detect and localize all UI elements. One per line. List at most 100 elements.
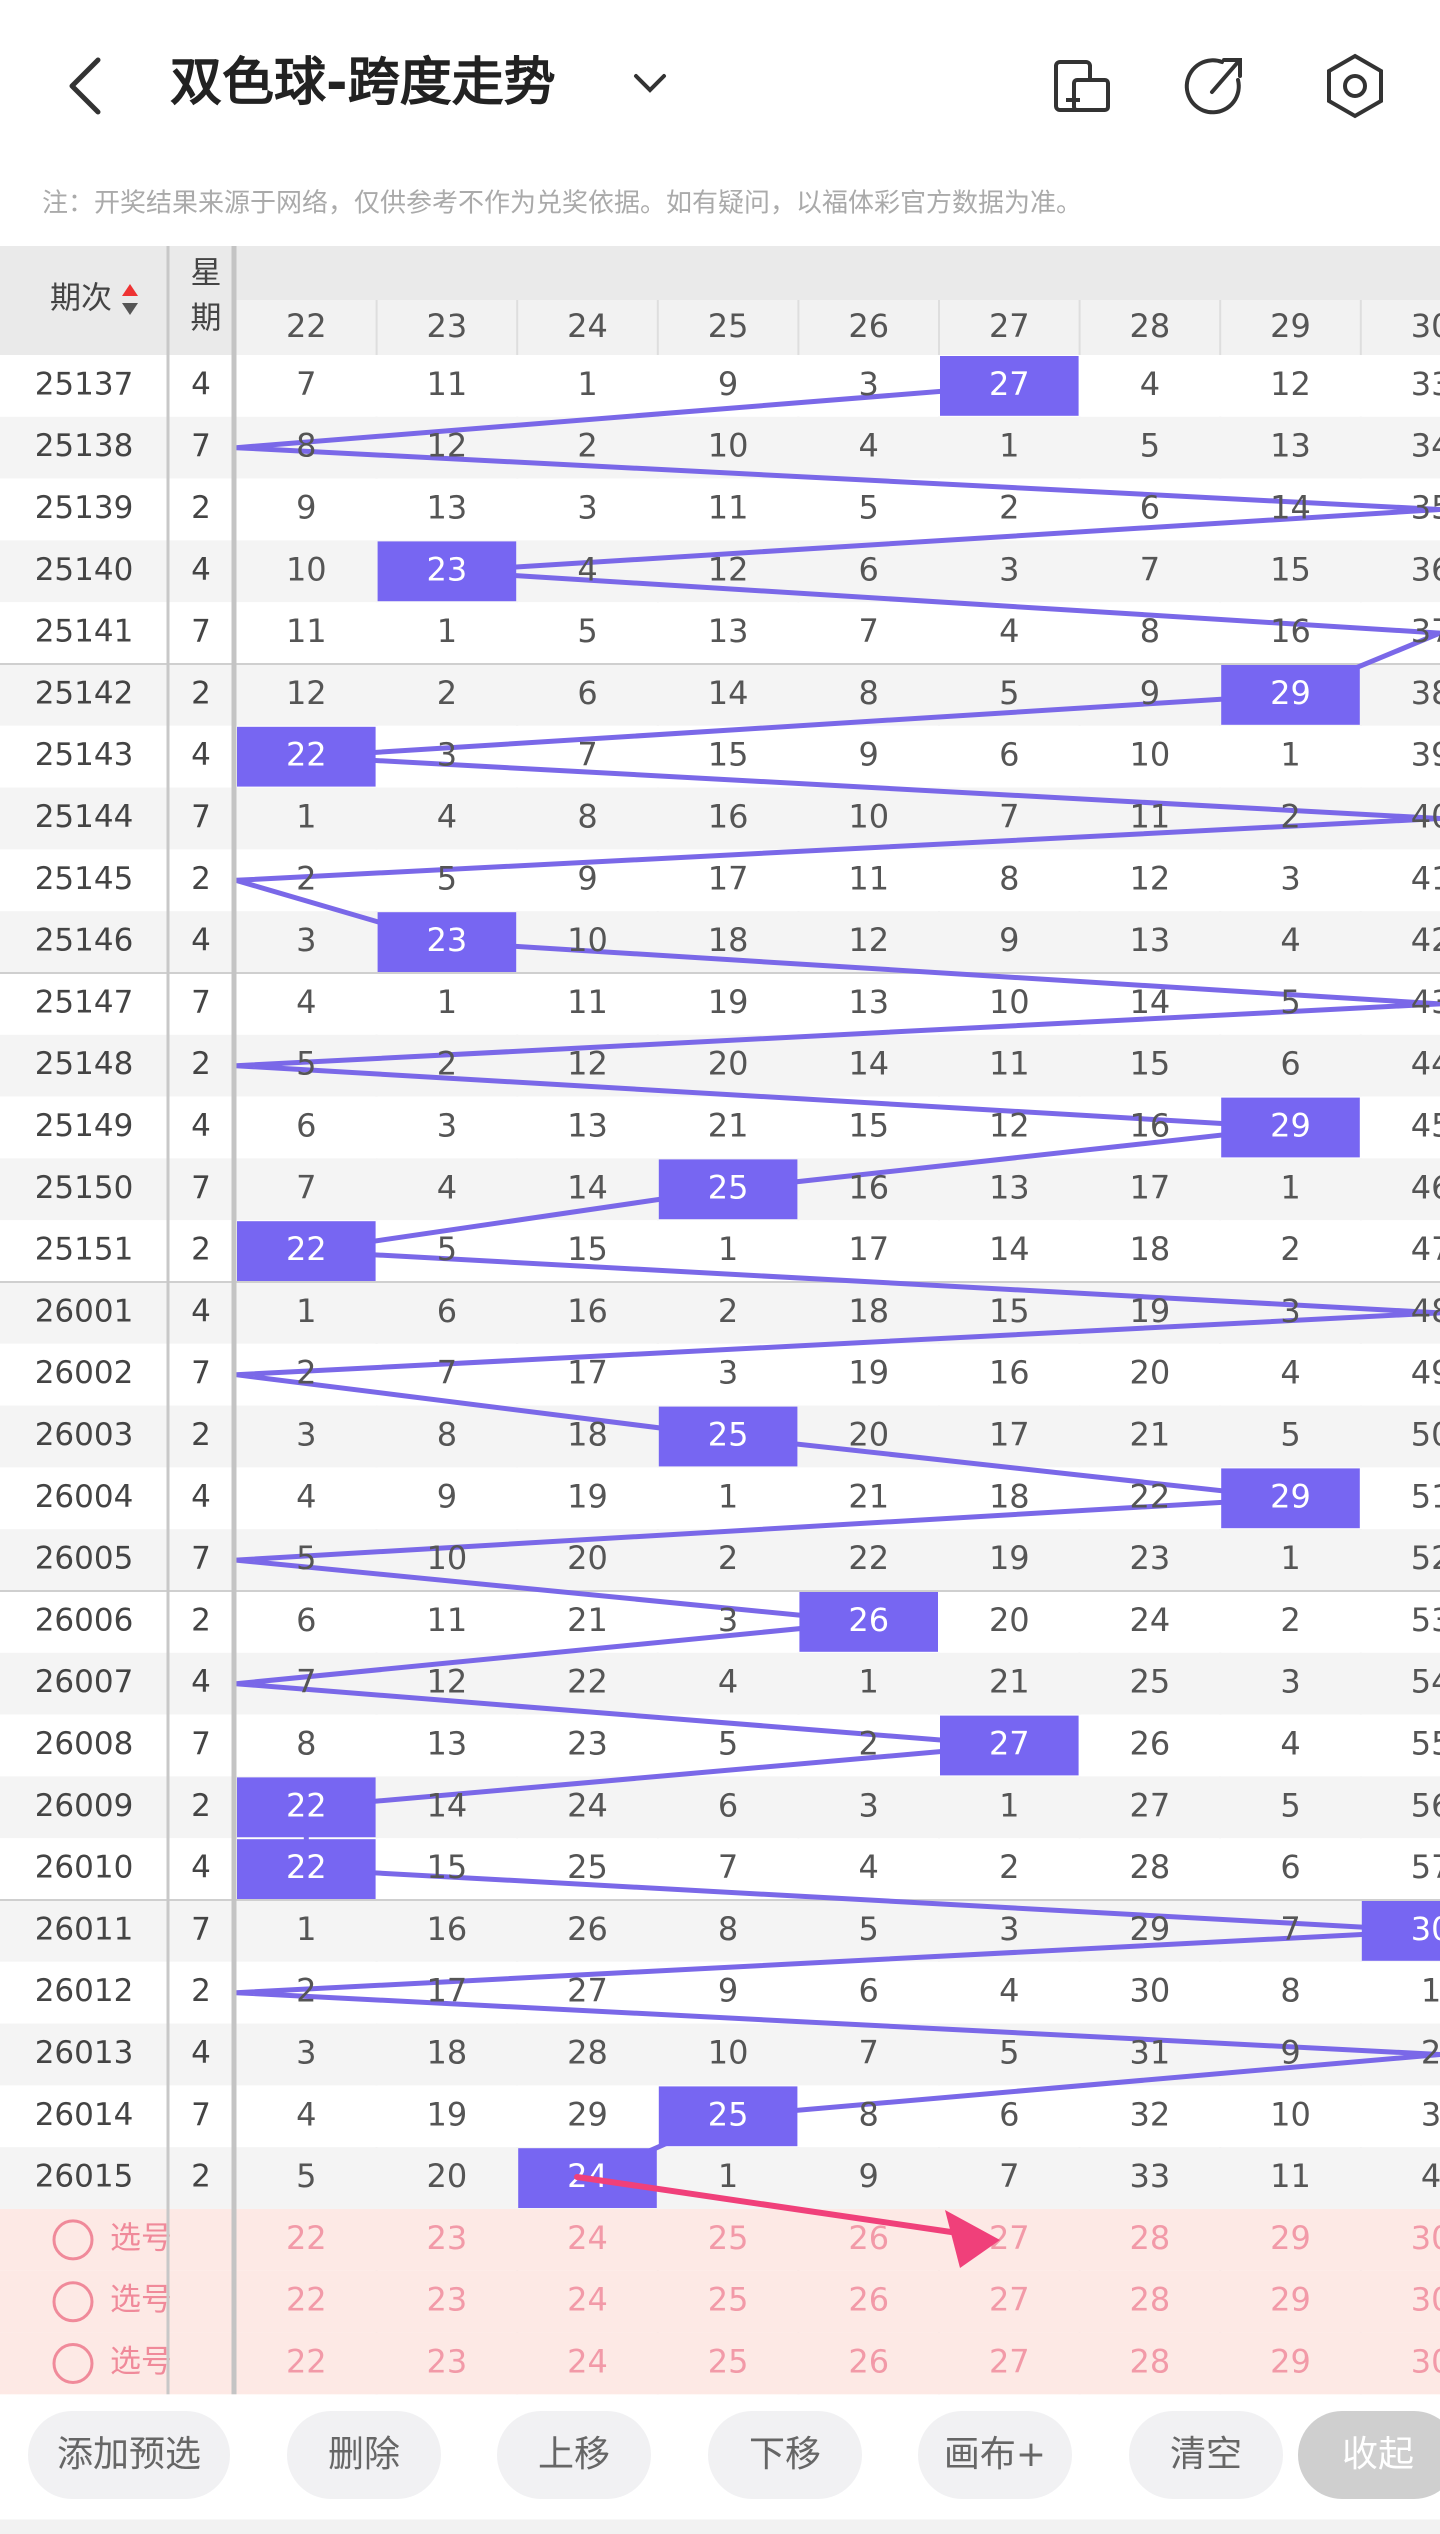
pick-radio[interactable] — [52, 2281, 94, 2323]
pick-number[interactable]: 26 — [848, 2281, 889, 2319]
back-button[interactable] — [69, 57, 101, 115]
button[interactable] — [918, 2411, 1072, 2499]
pick-number[interactable]: 28 — [1130, 2219, 1171, 2257]
pick-number[interactable]: 25 — [708, 2343, 749, 2381]
omission-value: 13 — [567, 1107, 608, 1145]
device-icon[interactable] — [1054, 60, 1110, 112]
pick-number[interactable]: 30 — [1411, 2281, 1440, 2319]
hit-value: 29 — [1270, 674, 1311, 712]
omission-value: 3 — [718, 1354, 738, 1392]
button[interactable] — [28, 2411, 230, 2499]
omission-value: 41 — [1411, 859, 1440, 897]
omission-value: 2 — [718, 1539, 738, 1577]
pick-row-background — [0, 2270, 1440, 2333]
omission-value: 22 — [567, 1663, 608, 1701]
pick-number[interactable]: 29 — [1270, 2281, 1311, 2319]
omission-value: 56 — [1411, 1786, 1440, 1824]
dropdown-button[interactable] — [634, 74, 666, 93]
omission-value: 23 — [1130, 1539, 1171, 1577]
button[interactable] — [708, 2411, 862, 2499]
pick-number[interactable]: 26 — [848, 2343, 889, 2381]
omission-value: 19 — [848, 1354, 889, 1392]
period: 26011 — [35, 1911, 134, 1947]
hit-cell — [940, 1715, 1079, 1776]
row-background — [0, 911, 1440, 973]
pick-label: 选号 — [110, 2344, 172, 2380]
omission-value: 14 — [989, 1230, 1030, 1268]
period: 25145 — [35, 861, 134, 897]
period: 25138 — [35, 428, 134, 464]
omission-value: 26 — [567, 1910, 608, 1948]
omission-value: 6 — [437, 1292, 457, 1330]
pick-number[interactable]: 24 — [567, 2281, 608, 2319]
omission-value: 15 — [1270, 550, 1311, 588]
pick-number[interactable]: 26 — [848, 2219, 889, 2257]
pick-number[interactable]: 28 — [1130, 2343, 1171, 2381]
omission-value: 4 — [1280, 921, 1300, 959]
period: 26015 — [35, 2159, 134, 2195]
pick-number[interactable]: 24 — [567, 2343, 608, 2381]
button-label: 下移 — [749, 2434, 821, 2475]
pick-number[interactable]: 27 — [989, 2281, 1030, 2319]
pick-number[interactable]: 23 — [427, 2343, 468, 2381]
period: 26005 — [35, 1541, 134, 1577]
pick-number[interactable]: 22 — [286, 2343, 327, 2381]
omission-value: 10 — [427, 1539, 468, 1577]
pick-number[interactable]: 29 — [1270, 2219, 1311, 2257]
omission-value: 4 — [296, 1477, 316, 1515]
button[interactable] — [287, 2411, 441, 2499]
omission-value: 46 — [1411, 1168, 1440, 1206]
pick-radio[interactable] — [52, 2343, 94, 2384]
omission-value: 55 — [1411, 1725, 1440, 1763]
omission-value: 18 — [989, 1477, 1030, 1515]
omission-value: 15 — [708, 736, 749, 774]
button[interactable] — [1129, 2411, 1283, 2499]
period: 25137 — [35, 366, 134, 402]
button[interactable] — [1298, 2411, 1440, 2499]
omission-value: 28 — [567, 2034, 608, 2072]
period: 25146 — [35, 923, 134, 959]
omission-value: 19 — [567, 1477, 608, 1515]
pick-number[interactable]: 22 — [286, 2219, 327, 2257]
button[interactable] — [497, 2411, 651, 2499]
omission-value: 8 — [577, 798, 597, 836]
omission-value: 4 — [296, 2095, 316, 2133]
omission-value: 13 — [989, 1168, 1030, 1206]
settings-icon[interactable] — [1327, 53, 1383, 119]
weekday: 7 — [191, 1170, 211, 1206]
omission-value: 3 — [296, 2034, 316, 2072]
pick-number[interactable]: 27 — [989, 2343, 1030, 2381]
omission-value: 10 — [567, 921, 608, 959]
pick-number[interactable]: 24 — [567, 2219, 608, 2257]
omission-value: 20 — [427, 2157, 468, 2195]
weekday: 4 — [191, 923, 211, 959]
pick-number[interactable]: 30 — [1411, 2343, 1440, 2381]
button-label: 添加预选 — [57, 2434, 201, 2475]
omission-value: 6 — [577, 674, 597, 712]
period: 26006 — [35, 1602, 134, 1638]
omission-value: 3 — [859, 365, 879, 403]
pick-number[interactable]: 30 — [1411, 2219, 1440, 2257]
omission-value: 9 — [437, 1477, 457, 1515]
pick-number[interactable]: 29 — [1270, 2343, 1311, 2381]
omission-value: 9 — [718, 365, 738, 403]
share-icon[interactable] — [1184, 58, 1242, 115]
pick-number[interactable]: 22 — [286, 2281, 327, 2319]
pick-number[interactable]: 23 — [427, 2219, 468, 2257]
pick-radio[interactable] — [52, 2219, 94, 2261]
pick-number[interactable]: 23 — [427, 2281, 468, 2319]
hit-value: 30 — [1411, 1910, 1440, 1948]
pick-number[interactable]: 25 — [708, 2281, 749, 2319]
row-background — [0, 973, 1440, 1035]
sort-down[interactable] — [122, 303, 138, 315]
omission-value: 5 — [437, 859, 457, 897]
omission-value: 7 — [859, 612, 879, 650]
sort-up[interactable] — [122, 284, 138, 296]
pick-number[interactable]: 25 — [708, 2219, 749, 2257]
omission-value: 2 — [577, 427, 597, 465]
omission-value: 5 — [1280, 983, 1300, 1021]
pick-number[interactable]: 28 — [1130, 2281, 1171, 2319]
omission-value: 17 — [989, 1416, 1030, 1454]
omission-value: 25 — [567, 1848, 608, 1886]
